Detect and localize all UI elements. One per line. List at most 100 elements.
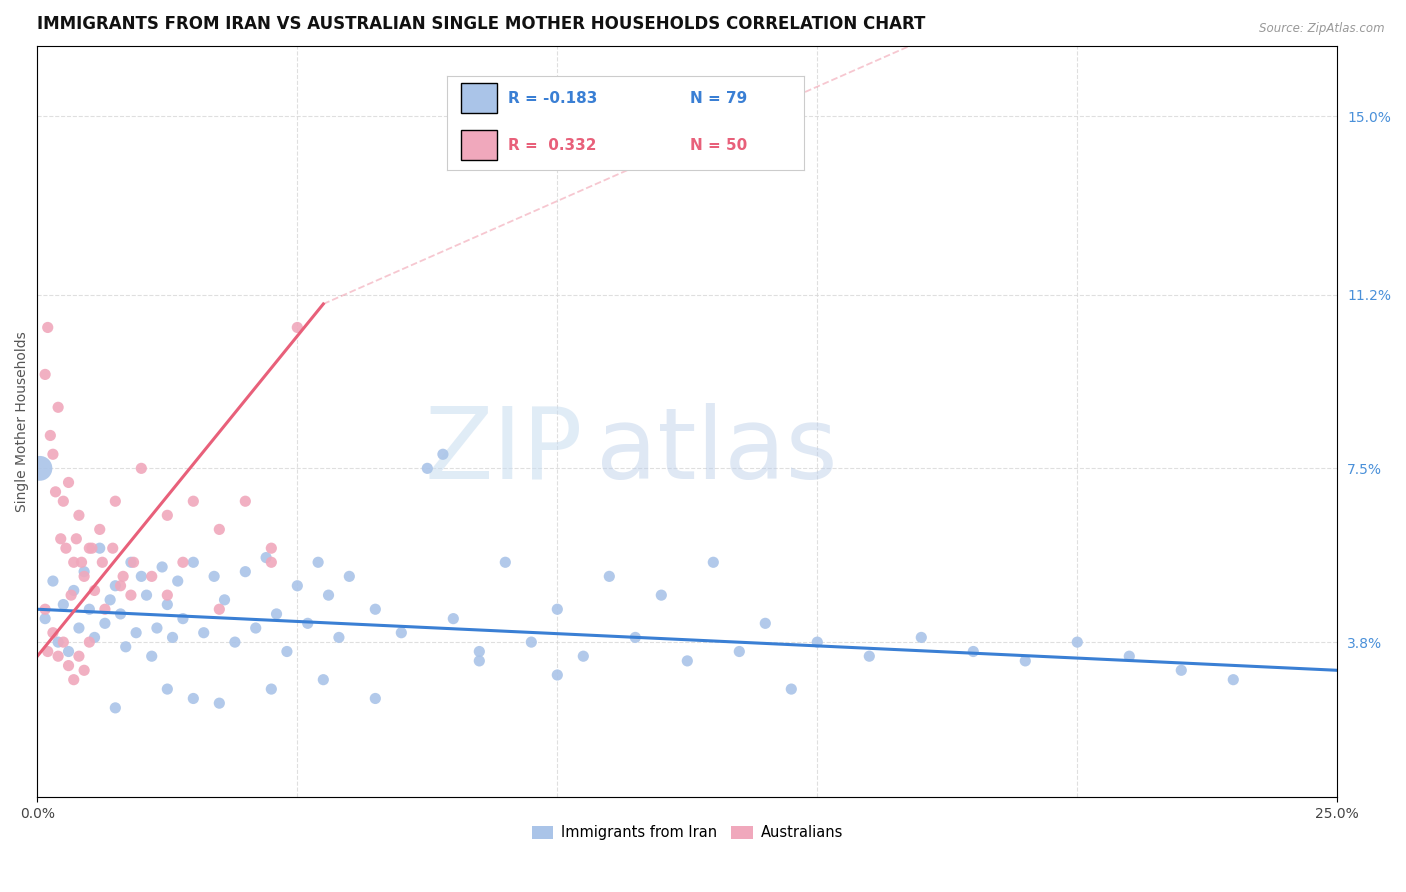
Point (122, 555, 145, 569)
Point (44, 484, 66, 499)
Text: Source: ZipAtlas.com: Source: ZipAtlas.com (1260, 22, 1385, 36)
Point (55, 541, 77, 556)
Point (94, 602, 117, 616)
Point (416, 461, 439, 475)
Point (114, 640, 136, 654)
Point (83, 631, 105, 645)
Point (65, 532, 87, 546)
Point (910, 631, 932, 645)
Point (432, 447, 454, 461)
Point (546, 602, 568, 616)
Point (67, 621, 90, 635)
Point (37, 320, 59, 334)
Point (89, 522, 111, 536)
Point (131, 569, 153, 583)
Point (156, 588, 179, 602)
Text: IMMIGRANTS FROM IRAN VS AUSTRALIAN SINGLE MOTHER HOUSEHOLDS CORRELATION CHART: IMMIGRANTS FROM IRAN VS AUSTRALIAN SINGL… (38, 15, 925, 33)
Point (546, 668, 568, 682)
Point (650, 588, 672, 602)
Point (1066, 635, 1088, 649)
Point (89, 541, 111, 556)
Point (79, 541, 101, 556)
Point (34, 368, 56, 382)
Point (125, 625, 148, 640)
Point (364, 691, 387, 706)
Point (702, 555, 724, 569)
Point (1222, 673, 1244, 687)
Point (260, 555, 283, 569)
Point (110, 579, 132, 593)
Point (276, 644, 298, 658)
Point (46, 401, 69, 415)
Point (58, 475, 80, 490)
Point (183, 555, 205, 569)
Point (62, 673, 84, 687)
Point (624, 631, 647, 645)
Point (441, 612, 464, 626)
Point (208, 696, 231, 710)
Point (67, 508, 90, 523)
Point (42, 625, 65, 640)
Point (46, 649, 69, 664)
Point (172, 555, 194, 569)
Point (285, 320, 308, 334)
Point (676, 654, 699, 668)
Point (572, 649, 595, 664)
Point (104, 494, 127, 508)
Point (156, 598, 179, 612)
Point (208, 522, 231, 536)
Point (28, 461, 51, 475)
Point (80, 541, 103, 556)
Point (135, 588, 157, 602)
Point (728, 644, 751, 658)
Point (101, 541, 124, 556)
Point (780, 682, 803, 697)
Point (468, 644, 491, 658)
Point (162, 631, 184, 645)
Point (131, 461, 153, 475)
Point (468, 654, 491, 668)
Point (141, 649, 163, 664)
Point (156, 508, 179, 523)
Point (67, 649, 90, 664)
Legend: Immigrants from Iran, Australians: Immigrants from Iran, Australians (526, 820, 849, 847)
Point (389, 625, 412, 640)
Point (42, 574, 65, 588)
Point (962, 644, 984, 658)
Point (183, 691, 205, 706)
Point (202, 569, 225, 583)
Point (79, 602, 101, 616)
Y-axis label: Single Mother Households: Single Mother Households (15, 331, 30, 512)
Point (110, 607, 132, 621)
Point (52, 598, 75, 612)
Point (598, 569, 620, 583)
Point (37, 644, 59, 658)
Point (266, 607, 288, 621)
Point (245, 621, 267, 635)
Point (318, 588, 340, 602)
Point (104, 579, 127, 593)
Text: ZIP: ZIP (425, 403, 583, 500)
Point (337, 569, 360, 583)
Point (307, 555, 329, 569)
Point (39, 428, 62, 442)
Point (494, 555, 516, 569)
Point (42, 447, 65, 461)
Point (141, 569, 163, 583)
Point (83, 583, 105, 598)
Point (172, 612, 194, 626)
Point (193, 625, 215, 640)
Point (208, 602, 231, 616)
Point (34, 612, 56, 626)
Point (120, 588, 142, 602)
Point (73, 565, 96, 579)
Point (62, 583, 84, 598)
Point (156, 682, 179, 697)
Point (214, 592, 236, 607)
Point (91, 555, 114, 569)
Point (520, 635, 543, 649)
Point (1118, 649, 1140, 664)
Point (49, 532, 72, 546)
Point (858, 649, 880, 664)
Point (60, 588, 83, 602)
